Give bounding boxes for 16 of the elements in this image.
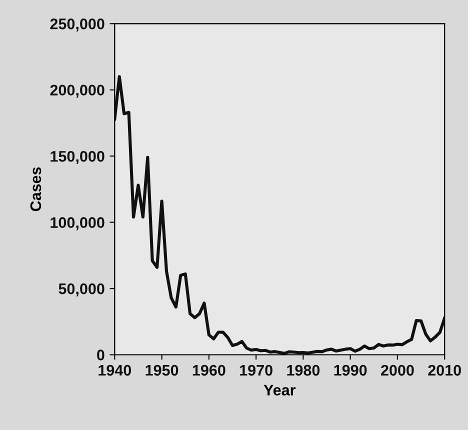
y-tick-label: 250,000 xyxy=(50,18,104,32)
x-tick-label: 1980 xyxy=(287,364,320,376)
x-tick-label: 1970 xyxy=(240,364,272,376)
y-tick-label: 50,000 xyxy=(58,283,104,296)
x-tick-label: 1960 xyxy=(192,364,226,376)
x-tick-label: 2000 xyxy=(381,364,414,376)
y-tick-label: 0 xyxy=(97,350,104,360)
x-axis-title: Year xyxy=(264,384,296,396)
x-tick-label: 2010 xyxy=(428,364,461,376)
y-tick-label: 200,000 xyxy=(50,84,104,98)
x-tick-label: 1940 xyxy=(98,364,132,376)
y-tick-label: 150,000 xyxy=(50,150,104,164)
x-tick-label: 1950 xyxy=(146,364,178,376)
x-tick-label: 1990 xyxy=(334,364,367,376)
y-tick-label: 100,000 xyxy=(50,217,104,230)
y-axis-title: Cases xyxy=(30,167,42,212)
